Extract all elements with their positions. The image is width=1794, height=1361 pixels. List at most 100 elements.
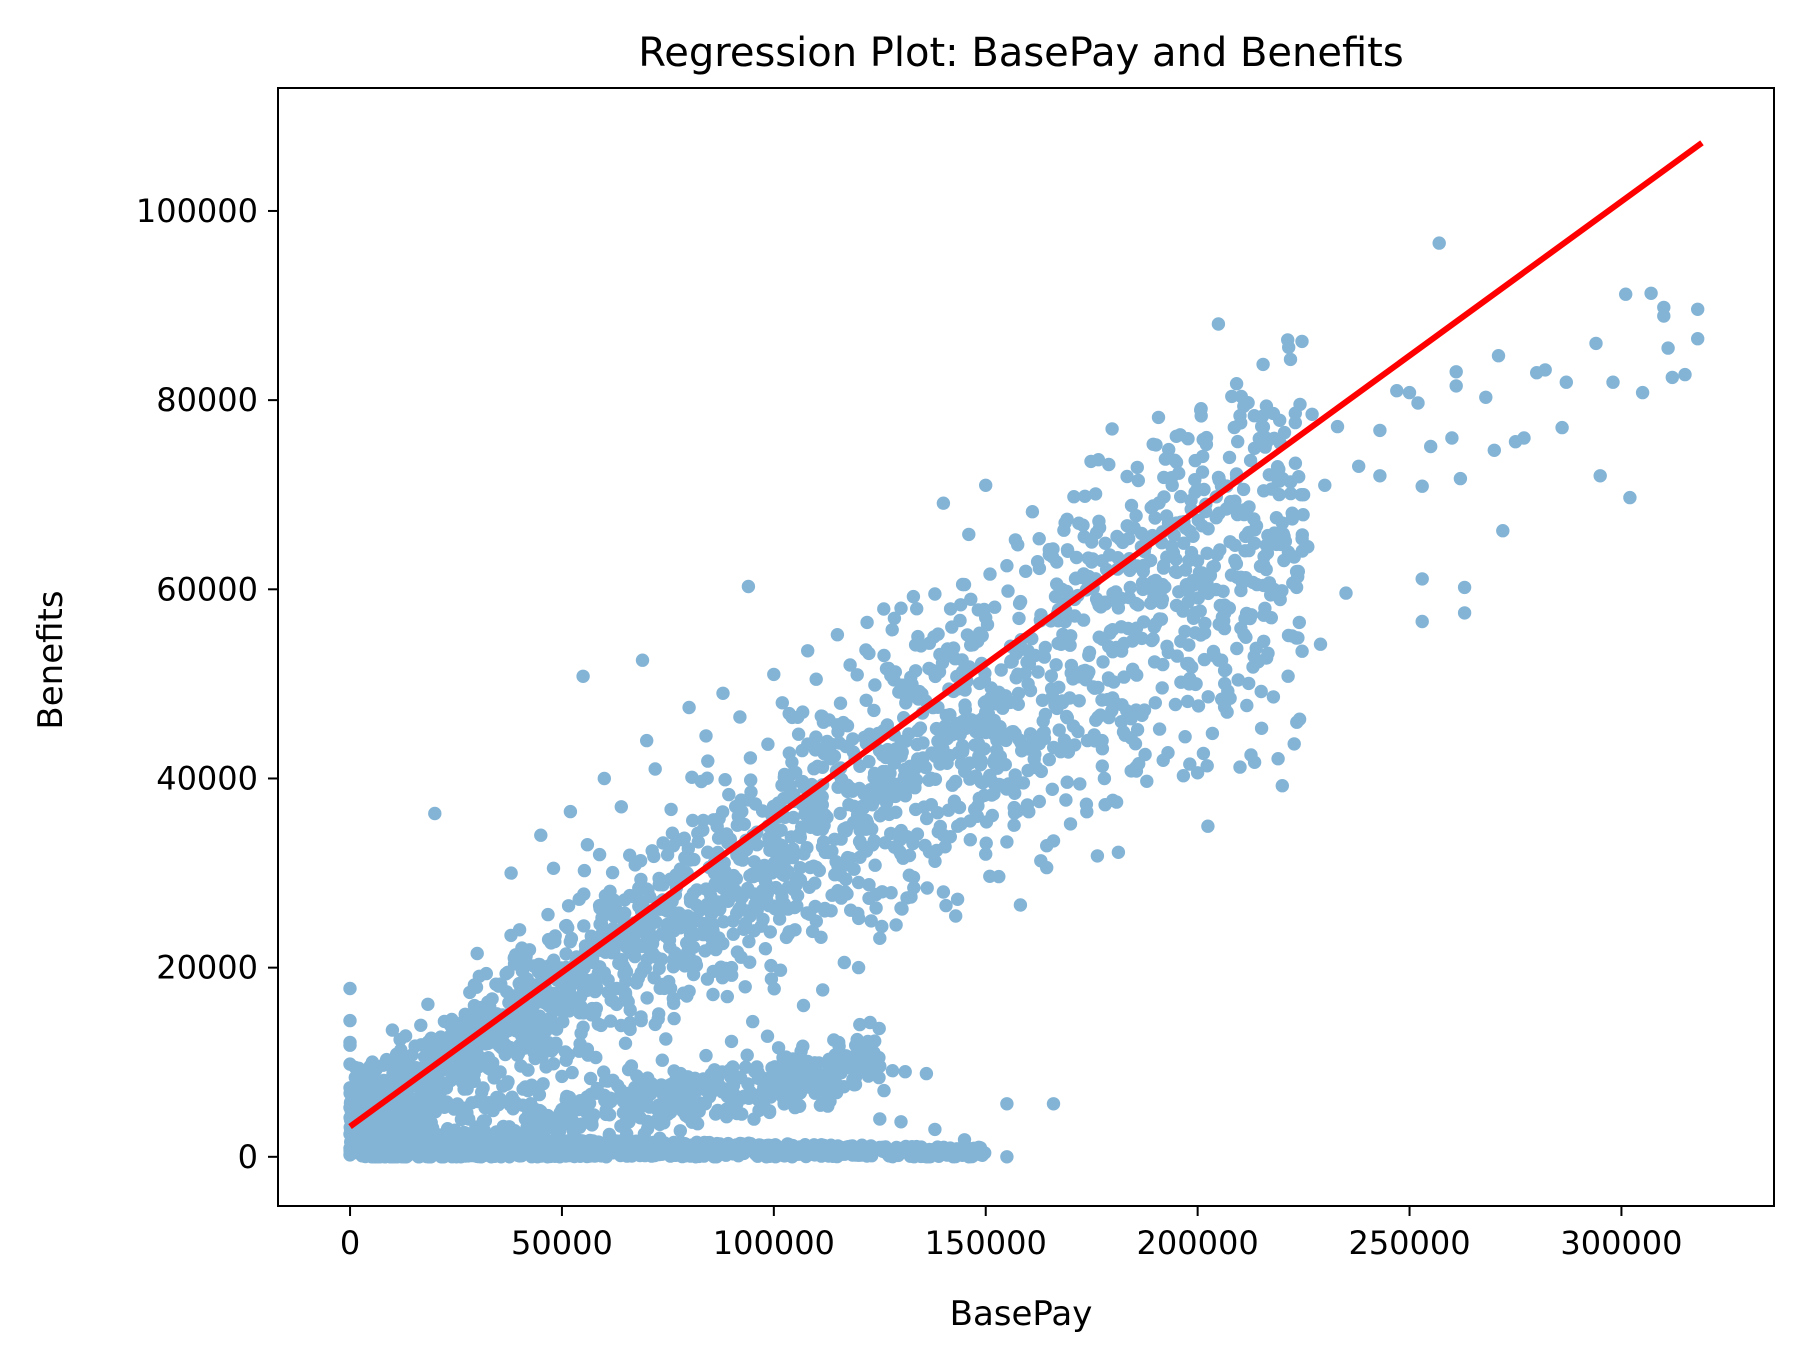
scatter-point <box>724 1093 739 1107</box>
scatter-point <box>1125 662 1140 677</box>
scatter-point <box>690 1116 705 1131</box>
scatter-point <box>1031 665 1045 679</box>
scatter-point <box>979 836 993 850</box>
scatter-point <box>936 496 951 510</box>
scatter-point <box>670 914 685 929</box>
scatter-point <box>853 1017 867 1032</box>
scatter-point <box>947 1146 962 1160</box>
scatter-point <box>591 1017 606 1031</box>
scatter-point <box>754 919 768 933</box>
scatter-point <box>460 1082 474 1096</box>
scatter-point <box>1657 309 1671 323</box>
scatter-point <box>1004 781 1018 795</box>
scatter-point <box>580 838 595 852</box>
scatter-point <box>673 1083 687 1097</box>
scatter-point <box>544 1000 559 1015</box>
scatter-point <box>773 963 788 977</box>
scatter-point <box>508 1095 522 1110</box>
scatter-point <box>626 1092 640 1106</box>
scatter-point <box>1200 759 1214 773</box>
scatter-point <box>1373 469 1387 483</box>
scatter-point <box>962 527 976 542</box>
scatter-point <box>837 822 851 837</box>
scatter-point <box>716 915 731 929</box>
scatter-point <box>1034 854 1048 868</box>
scatter-point <box>518 1008 532 1022</box>
scatter-point <box>1092 521 1107 535</box>
scatter-point <box>598 889 613 903</box>
scatter-point <box>534 1114 548 1128</box>
scatter-point <box>1152 496 1166 510</box>
scatter-point <box>502 1120 516 1134</box>
scatter-point <box>941 803 956 817</box>
scatter-point <box>1449 379 1463 393</box>
scatter-point <box>656 1088 671 1103</box>
scatter-point <box>1021 763 1035 778</box>
scatter-point <box>618 906 632 920</box>
scatter-point <box>1109 640 1124 655</box>
y-axis-label: Benefits <box>31 590 71 729</box>
scatter-point <box>928 1122 942 1137</box>
scatter-point <box>1256 357 1270 372</box>
scatter-point <box>894 901 908 915</box>
scatter-point <box>712 903 727 917</box>
scatter-point <box>762 836 776 850</box>
scatter-point <box>833 806 847 821</box>
scatter-point <box>1180 656 1194 671</box>
scatter-point <box>742 934 756 949</box>
scatter-point <box>492 1038 506 1053</box>
x-tick-label: 200000 <box>1137 1224 1259 1262</box>
scatter-point <box>1168 697 1183 712</box>
scatter-point <box>719 1139 733 1154</box>
scatter-point <box>603 1014 618 1028</box>
scatter-point <box>988 697 1003 711</box>
scatter-point <box>628 949 642 964</box>
scatter-point <box>1205 726 1220 741</box>
scatter-point <box>1339 586 1353 600</box>
scatter-point <box>1479 390 1493 404</box>
scatter-point <box>851 1148 866 1162</box>
scatter-point <box>788 900 802 915</box>
scatter-point <box>530 1034 544 1049</box>
scatter-point <box>1008 726 1022 741</box>
scatter-point <box>1060 543 1075 557</box>
scatter-point <box>706 987 720 1002</box>
scatter-point <box>645 844 659 858</box>
scatter-point <box>622 1112 636 1126</box>
scatter-point <box>1000 559 1014 573</box>
scatter-point <box>694 774 709 789</box>
scatter-point <box>661 1107 675 1122</box>
x-tick-label: 50000 <box>511 1224 613 1262</box>
scatter-point <box>1037 725 1051 739</box>
scatter-point <box>1095 759 1110 773</box>
scatter-point <box>1082 665 1096 679</box>
scatter-point <box>343 1038 357 1052</box>
scatter-point <box>682 700 696 715</box>
scatter-point <box>1000 1150 1014 1164</box>
scatter-point <box>1411 396 1425 410</box>
scatter-point <box>859 643 873 657</box>
scatter-point <box>1079 797 1094 811</box>
scatter-point <box>686 813 700 828</box>
scatter-point <box>1032 794 1047 809</box>
scatter-point <box>1135 576 1150 590</box>
scatter-point <box>1415 614 1429 629</box>
y-tick-label: 20000 <box>156 949 258 987</box>
scatter-point <box>827 1033 841 1047</box>
scatter-point <box>521 1083 535 1098</box>
scatter-point <box>1508 435 1523 449</box>
scatter-point <box>542 959 556 973</box>
scatter-point <box>1243 453 1258 468</box>
scatter-point <box>699 1048 713 1063</box>
scatter-point <box>1241 525 1256 540</box>
scatter-point <box>476 1081 490 1095</box>
scatter-point <box>640 1074 654 1088</box>
scatter-point <box>850 668 864 682</box>
scatter-point <box>564 931 579 946</box>
scatter-point <box>1064 666 1078 680</box>
scatter-point <box>1176 536 1191 550</box>
scatter-point <box>662 1144 677 1159</box>
scatter-point <box>877 602 891 616</box>
scatter-point <box>954 756 969 771</box>
